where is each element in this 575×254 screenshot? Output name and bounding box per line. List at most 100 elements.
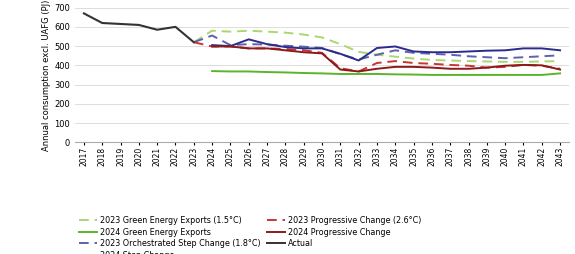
- Line: 2023 Orchestrated Step Change (1.8°C): 2023 Orchestrated Step Change (1.8°C): [194, 36, 560, 59]
- 2024 Progressive Change: [484, 66, 490, 69]
- 2024 Progressive Change: [355, 70, 362, 73]
- 2023 Progressive Change (2.6°C): [428, 62, 435, 65]
- 2024 Progressive Change: [282, 49, 289, 52]
- 2023 Green Energy Exports (1.5°C): [190, 41, 197, 44]
- 2024 Progressive Change: [428, 66, 435, 69]
- 2023 Orchestrated Step Change (1.8°C): [502, 57, 509, 60]
- 2023 Progressive Change (2.6°C): [410, 61, 417, 65]
- 2024 Green Energy Exports: [502, 73, 509, 76]
- 2024 Progressive Change: [392, 65, 398, 68]
- Line: 2024 Green Energy Exports: 2024 Green Energy Exports: [212, 71, 560, 75]
- 2023 Progressive Change (2.6°C): [246, 47, 252, 50]
- 2024 Progressive Change: [410, 65, 417, 68]
- 2024 Step Change: [484, 49, 490, 52]
- 2024 Progressive Change: [374, 67, 381, 70]
- 2023 Progressive Change (2.6°C): [502, 65, 509, 68]
- Actual: [135, 23, 142, 26]
- 2023 Progressive Change (2.6°C): [190, 41, 197, 44]
- 2024 Green Energy Exports: [319, 72, 325, 75]
- 2023 Green Energy Exports (1.5°C): [447, 59, 454, 62]
- 2023 Progressive Change (2.6°C): [520, 64, 527, 67]
- 2024 Step Change: [374, 46, 381, 50]
- 2023 Orchestrated Step Change (1.8°C): [227, 44, 234, 47]
- 2024 Progressive Change: [465, 67, 472, 70]
- 2023 Orchestrated Step Change (1.8°C): [209, 34, 216, 37]
- 2024 Progressive Change: [227, 45, 234, 48]
- 2024 Step Change: [410, 50, 417, 53]
- 2023 Progressive Change (2.6°C): [300, 49, 307, 52]
- 2024 Green Energy Exports: [209, 70, 216, 73]
- Line: 2023 Progressive Change (2.6°C): 2023 Progressive Change (2.6°C): [194, 42, 560, 71]
- 2023 Green Energy Exports (1.5°C): [263, 30, 270, 33]
- 2024 Progressive Change: [447, 67, 454, 70]
- Actual: [154, 28, 160, 31]
- Y-axis label: Annual consumption excl. UAFG (PJ): Annual consumption excl. UAFG (PJ): [42, 0, 51, 151]
- 2024 Step Change: [227, 44, 234, 47]
- 2024 Progressive Change: [538, 64, 545, 67]
- 2024 Step Change: [209, 44, 216, 47]
- 2023 Orchestrated Step Change (1.8°C): [300, 45, 307, 48]
- 2023 Progressive Change (2.6°C): [227, 45, 234, 48]
- 2024 Green Energy Exports: [246, 70, 252, 73]
- 2024 Green Energy Exports: [263, 71, 270, 74]
- 2023 Orchestrated Step Change (1.8°C): [447, 53, 454, 56]
- 2024 Progressive Change: [337, 68, 344, 71]
- 2024 Green Energy Exports: [374, 72, 381, 75]
- 2024 Step Change: [557, 49, 564, 52]
- 2023 Orchestrated Step Change (1.8°C): [337, 53, 344, 56]
- Line: Actual: Actual: [84, 13, 194, 42]
- 2023 Orchestrated Step Change (1.8°C): [520, 56, 527, 59]
- 2024 Green Energy Exports: [282, 71, 289, 74]
- 2023 Progressive Change (2.6°C): [282, 47, 289, 51]
- 2023 Orchestrated Step Change (1.8°C): [538, 55, 545, 58]
- 2023 Green Energy Exports (1.5°C): [246, 29, 252, 32]
- 2023 Green Energy Exports (1.5°C): [209, 29, 216, 32]
- 2023 Green Energy Exports (1.5°C): [300, 33, 307, 36]
- 2024 Green Energy Exports: [355, 72, 362, 75]
- Line: 2024 Step Change: 2024 Step Change: [212, 39, 560, 60]
- 2023 Orchestrated Step Change (1.8°C): [246, 43, 252, 46]
- Line: 2023 Green Energy Exports (1.5°C): 2023 Green Energy Exports (1.5°C): [194, 31, 560, 62]
- 2024 Step Change: [520, 47, 527, 50]
- 2024 Green Energy Exports: [227, 70, 234, 73]
- 2024 Progressive Change: [502, 64, 509, 67]
- 2024 Step Change: [355, 59, 362, 62]
- 2023 Green Energy Exports (1.5°C): [502, 60, 509, 64]
- 2024 Step Change: [538, 47, 545, 50]
- 2024 Progressive Change: [557, 68, 564, 71]
- 2024 Step Change: [465, 50, 472, 53]
- Line: 2024 Progressive Change: 2024 Progressive Change: [212, 46, 560, 71]
- Actual: [81, 12, 87, 15]
- 2024 Step Change: [502, 49, 509, 52]
- 2023 Progressive Change (2.6°C): [484, 66, 490, 69]
- 2024 Green Energy Exports: [428, 73, 435, 76]
- 2023 Orchestrated Step Change (1.8°C): [282, 44, 289, 47]
- 2024 Green Energy Exports: [410, 73, 417, 76]
- 2024 Green Energy Exports: [337, 72, 344, 75]
- 2023 Green Energy Exports (1.5°C): [520, 60, 527, 64]
- Legend: 2023 Green Energy Exports (1.5°C), 2024 Green Energy Exports, 2023 Orchestrated : 2023 Green Energy Exports (1.5°C), 2024 …: [79, 216, 421, 254]
- 2023 Progressive Change (2.6°C): [447, 64, 454, 67]
- 2024 Green Energy Exports: [465, 73, 472, 76]
- 2023 Green Energy Exports (1.5°C): [374, 53, 381, 56]
- 2023 Orchestrated Step Change (1.8°C): [355, 58, 362, 61]
- 2023 Orchestrated Step Change (1.8°C): [484, 56, 490, 59]
- Actual: [99, 22, 106, 25]
- 2024 Progressive Change: [319, 52, 325, 55]
- 2023 Green Energy Exports (1.5°C): [465, 59, 472, 62]
- 2024 Step Change: [300, 47, 307, 50]
- 2023 Orchestrated Step Change (1.8°C): [410, 51, 417, 54]
- 2023 Green Energy Exports (1.5°C): [282, 31, 289, 34]
- 2023 Orchestrated Step Change (1.8°C): [428, 52, 435, 55]
- Actual: [190, 41, 197, 44]
- 2024 Green Energy Exports: [447, 73, 454, 76]
- 2023 Green Energy Exports (1.5°C): [428, 58, 435, 61]
- 2023 Green Energy Exports (1.5°C): [355, 50, 362, 53]
- 2023 Progressive Change (2.6°C): [337, 67, 344, 70]
- 2024 Step Change: [392, 45, 398, 48]
- 2023 Orchestrated Step Change (1.8°C): [465, 55, 472, 58]
- 2024 Progressive Change: [300, 51, 307, 54]
- Actual: [117, 22, 124, 25]
- 2024 Green Energy Exports: [392, 73, 398, 76]
- 2023 Orchestrated Step Change (1.8°C): [263, 43, 270, 46]
